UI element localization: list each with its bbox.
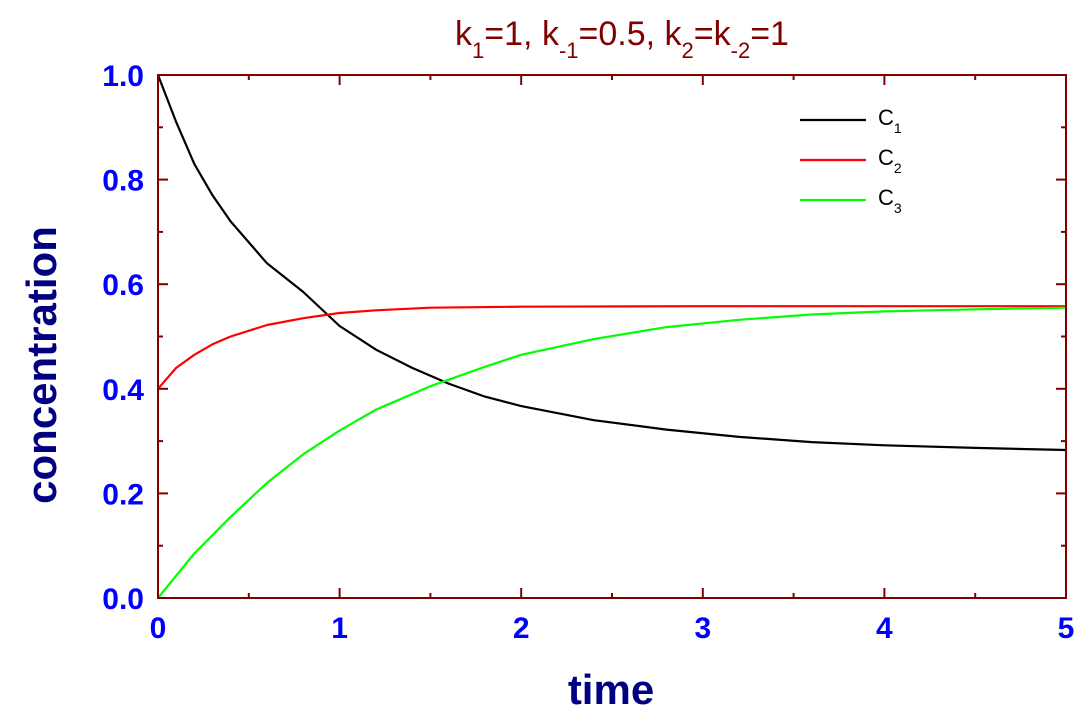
y-tick-label: 1.0 <box>102 60 144 93</box>
title-part: -2 <box>731 38 751 63</box>
legend-label-sub: 2 <box>894 160 902 176</box>
y-tick-label: 0.8 <box>102 165 144 198</box>
y-tick-label: 0.0 <box>102 583 144 616</box>
x-axis-title: time <box>568 666 654 713</box>
legend-label-main: C <box>878 105 894 130</box>
x-tick-label: 4 <box>876 612 893 645</box>
x-tick-label: 2 <box>513 612 530 645</box>
title-part: =k <box>694 15 732 53</box>
legend-label-main: C <box>878 185 894 210</box>
chart-title: k1=1, k-1=0.5, k2=k-2=1 <box>455 15 789 63</box>
plot-area <box>156 74 1067 599</box>
x-tick-label: 3 <box>694 612 711 645</box>
title-part: 2 <box>682 38 694 63</box>
series-line-c3 <box>157 306 1067 599</box>
plot-frame <box>157 74 1067 599</box>
legend-label-sub: 3 <box>894 200 902 216</box>
title-part: k <box>455 15 473 53</box>
title-part: =1, k <box>484 15 560 53</box>
title-part: 1 <box>472 38 484 63</box>
legend-label-sub: 1 <box>894 120 902 136</box>
y-tick-label: 0.2 <box>102 478 144 511</box>
legend-label-main: C <box>878 145 894 170</box>
y-axis-title: concentration <box>18 226 65 504</box>
tick-labels: 0 1 2 3 4 5 0.0 0.2 0.4 0.6 0.8 1.0 <box>102 60 1074 645</box>
y-tick-label: 0.4 <box>102 374 144 407</box>
title-part: -1 <box>559 38 579 63</box>
series-line-c2 <box>157 305 1066 390</box>
x-tick-label: 0 <box>150 612 167 645</box>
y-tick-label: 0.6 <box>102 269 144 302</box>
x-tick-label: 5 <box>1058 612 1075 645</box>
legend-label: C2 <box>878 145 902 176</box>
x-tick-label: 1 <box>331 612 348 645</box>
series-line-c1 <box>156 74 1067 452</box>
legend-label: C3 <box>878 185 902 216</box>
title-part: =0.5, k <box>579 15 683 53</box>
title-part: =1 <box>750 15 789 53</box>
legend-label: C1 <box>878 105 902 136</box>
